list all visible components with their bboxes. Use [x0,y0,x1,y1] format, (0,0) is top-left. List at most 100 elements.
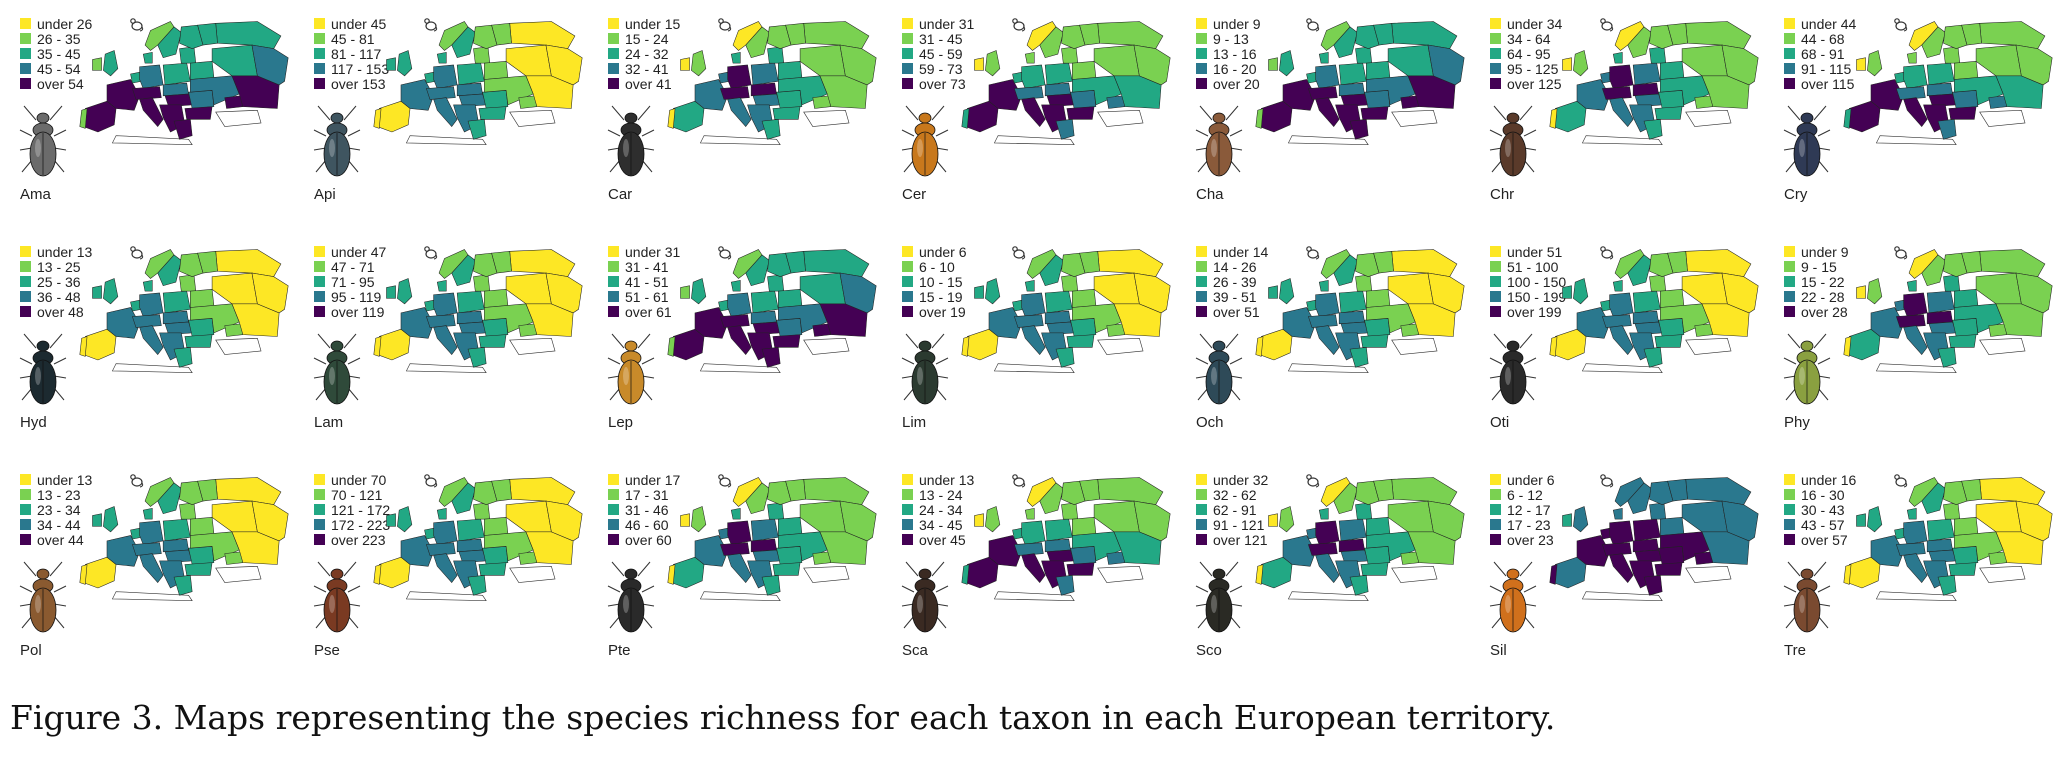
mouse-icon [1012,246,1026,260]
legend-swatch [20,305,31,317]
no-data-region [111,363,193,374]
map-region-ireland [974,285,984,299]
map-region-iberia [377,100,411,133]
legend-swatch [314,488,325,500]
map-legend: under 31 31 - 41 41 - 51 51 - 61 over 61 [608,244,680,319]
map-region-ireland [680,513,690,527]
taxon-label: Phy [1784,414,1810,431]
map-region-romania [1364,318,1391,337]
legend-swatch [1196,32,1207,44]
map-region-romania [1658,318,1685,337]
map-region-portugal [1843,336,1852,357]
map-region-greece [1055,119,1075,140]
map-region-finland [1061,252,1086,277]
map-region-baltics [767,46,785,64]
map-region-finland [1649,24,1674,49]
map-region-ireland [974,513,984,527]
map-region-iberia [83,556,117,589]
legend-entry: 59 - 73 [902,61,974,76]
map-region-greece [1055,575,1075,596]
legend-swatch [314,245,325,257]
legend-entry: 71 - 95 [314,274,386,289]
taxon-label: Cha [1196,186,1224,203]
beetle-illustration [607,333,655,405]
map-region-russia-n [1097,477,1164,505]
map-legend: under 70 70 - 121 121 - 172 172 - 223 over 2… [314,472,390,547]
taxon-label: Pse [314,642,340,659]
legend-label: 23 - 34 [37,501,81,518]
map-region-poland [456,62,485,86]
map-region-denmark [730,507,741,520]
map-region-greece [1643,347,1663,368]
legend-swatch [1196,47,1207,59]
legend-entry: under 47 [314,244,386,259]
map-region-bulgaria [184,334,213,348]
mouse-icon [1306,474,1320,488]
legend-entry: 34 - 45 [902,517,974,532]
map-region-uk [1279,506,1295,533]
map-region-france [1870,307,1904,339]
mouse-icon [1012,474,1026,488]
map-region-denmark [1318,279,1329,292]
legend-entry: 45 - 59 [902,46,974,61]
map-region-italy [1315,325,1340,356]
map-legend: under 13 13 - 25 25 - 36 36 - 48 over 48 [20,244,92,319]
map-region-russia-n [1979,477,2046,505]
map-panel-sca: under 13 13 - 24 24 - 34 34 - 45 over 45 Sca [882,456,1174,682]
taxon-label: Api [314,186,336,203]
map-region-bulgaria [184,562,213,576]
map-region-alps [131,314,162,328]
legend-entry: 64 - 95 [1490,46,1562,61]
map-region-belarus [1366,61,1391,80]
map-region-russia-n [803,477,870,505]
map-region-bulgaria [1360,334,1389,348]
map-region-iberia [671,328,705,361]
map-region-france [988,79,1022,111]
map-region-france [694,535,728,567]
map-region-denmark [142,507,153,520]
legend-entry: 23 - 34 [20,502,92,517]
map-region-sweden [451,254,476,287]
legend-label: 45 - 54 [37,60,81,77]
no-data-region [803,109,850,127]
map-region-alps [719,314,750,328]
legend-swatch [902,245,913,257]
map-region-uk [1867,50,1883,77]
legend-swatch [1784,275,1795,287]
legend-label: over 223 [331,531,386,548]
map-region-denmark [730,279,741,292]
beetle-illustration [313,105,361,177]
map-region-france [106,535,140,567]
europe-map [961,21,1171,146]
map-region-russia-e [545,44,583,86]
legend-label: 51 - 100 [1507,258,1559,275]
europe-map [961,477,1171,602]
map-region-germany [1315,292,1340,317]
map-region-portugal [373,108,382,129]
map-region-karelia [1079,23,1100,46]
legend-label: over 20 [1213,75,1260,92]
map-region-romania [1070,90,1097,109]
legend-label: 150 - 199 [1507,288,1567,305]
map-region-bulgaria [1948,334,1977,348]
legend-swatch [608,503,619,515]
map-region-france [694,79,728,111]
legend-swatch [608,275,619,287]
legend-swatch [608,32,619,44]
map-region-poland [1044,518,1073,542]
legend-entry: under 13 [20,244,92,259]
legend-swatch [1784,533,1795,545]
map-region-czsk [1926,82,1953,97]
map-region-greece [467,575,487,596]
mouse-icon [1600,246,1614,260]
map-region-karelia [197,23,218,46]
map-region-sweden [1921,482,1946,515]
map-region-czsk [1338,310,1365,325]
map-region-poland [162,290,191,314]
map-region-uk [691,506,707,533]
map-region-sweden [1039,482,1064,515]
map-region-uk [1279,278,1295,305]
map-region-finland [179,24,204,49]
